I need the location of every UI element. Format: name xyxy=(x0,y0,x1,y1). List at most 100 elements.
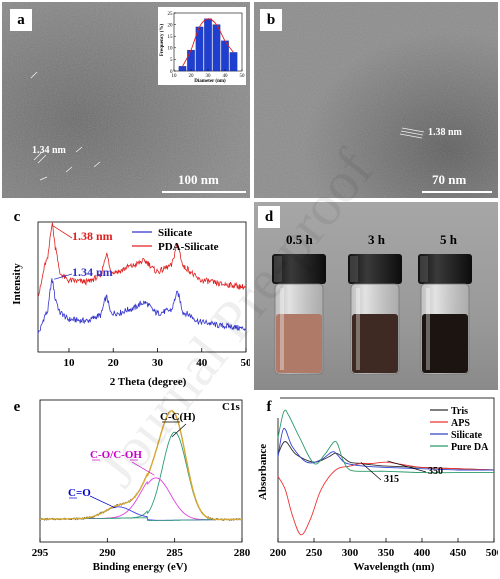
histogram-bar xyxy=(212,24,221,72)
cap-highlight xyxy=(350,256,358,282)
peak-annotation: 1.34 nm xyxy=(72,265,113,279)
inset-x-tick-label: 50 xyxy=(240,74,246,79)
peak-annotation: 315 xyxy=(384,474,399,485)
lattice-spacing-label: 1.38 nm xyxy=(428,127,462,138)
panel-a-tem-image: a 1.34 nm 100 nm Frequency (%) Diameter … xyxy=(2,2,250,198)
x-tick-label: 500 xyxy=(486,547,498,559)
uvvis-series-line xyxy=(277,461,495,536)
x-tick-label: 20 xyxy=(108,357,120,369)
glass-reflection xyxy=(280,288,284,370)
annotation-arrow xyxy=(171,423,187,438)
annotation-arrow xyxy=(131,461,155,476)
legend-entry: PDA-Silicate xyxy=(158,241,219,253)
panel-e-xps-chart: Binding energy (eV) C1s 295 290 285 280 C-C(… xyxy=(2,392,251,574)
tem-texture-b xyxy=(254,2,498,198)
y-axis-label: Absorbance xyxy=(257,444,269,500)
y-axis-label: Intensity xyxy=(11,263,23,305)
uvvis-series-line xyxy=(277,428,495,471)
vial-liquid xyxy=(352,314,398,373)
histogram-bar xyxy=(187,49,195,72)
x-tick-label: 40 xyxy=(196,357,208,369)
inset-y-tick-label: 20 xyxy=(168,23,174,28)
scale-bar xyxy=(422,191,492,193)
panel-f-uvvis-chart: Absorbance Wavelength (nm) 200 250 300 350 4… xyxy=(254,392,500,574)
chart-title: C1s xyxy=(222,401,240,413)
histogram-bar xyxy=(178,66,187,72)
vial xyxy=(272,254,326,375)
vial-cap xyxy=(418,254,472,284)
peak-annotation: 350 xyxy=(428,466,443,477)
vials-photo-svg xyxy=(254,202,498,390)
panel-label: c xyxy=(6,206,28,228)
x-tick-label: 295 xyxy=(32,547,49,559)
inset-y-tick-label: 25 xyxy=(168,12,174,17)
legend-entry: APS xyxy=(451,418,470,429)
lattice-spacing-label: 1.34 nm xyxy=(32,145,66,156)
x-tick-label: 450 xyxy=(450,547,467,559)
panel-label: b xyxy=(260,9,282,31)
panel-b-tem-image: b 1.38 nm 70 nm xyxy=(254,2,498,198)
scale-bar-label: 70 nm xyxy=(432,172,467,187)
inset-y-tick-label: 0 xyxy=(170,70,173,75)
x-tick-label: 50 xyxy=(241,357,251,369)
inset-y-tick-label: 5 xyxy=(170,58,173,63)
vial-liquid xyxy=(422,314,468,373)
x-tick-label: 30 xyxy=(152,357,164,369)
diameter-histogram-inset: Frequency (%) Diameter (nm) 10 20 30 40 50 0 5… xyxy=(158,7,246,85)
annotation-arrow xyxy=(387,460,427,473)
inset-x-axis-label: Diameter (nm) xyxy=(194,79,226,84)
vial-cap xyxy=(348,254,402,284)
plot-frame xyxy=(37,221,247,353)
x-tick-label: 400 xyxy=(414,547,431,559)
time-label-1: 0.5 h xyxy=(286,232,313,247)
fit-component-curve xyxy=(40,431,242,520)
cap-highlight xyxy=(274,256,282,282)
legend-entry: Silicate xyxy=(451,430,483,441)
vial xyxy=(348,254,402,375)
annotation-arrow xyxy=(360,461,382,481)
inset-x-tick-label: 20 xyxy=(189,74,195,79)
panel-label: e xyxy=(6,396,28,418)
distribution-fit-curve xyxy=(182,18,234,67)
inset-y-tick-label: 15 xyxy=(168,35,174,40)
time-label-3: 5 h xyxy=(440,232,457,247)
x-tick-label: 285 xyxy=(166,547,183,559)
inset-x-tick-label: 40 xyxy=(223,74,229,79)
inset-y-axis-label: Frequency (%) xyxy=(160,24,165,57)
glass-reflection xyxy=(356,288,360,370)
x-tick-label: 10 xyxy=(63,357,75,369)
inset-y-tick-label: 10 xyxy=(168,47,174,52)
panel-label: a xyxy=(10,9,32,31)
xps-chart-svg: Binding energy (eV) C1s 295 290 285 280 C-C(… xyxy=(32,399,251,573)
legend-entry: Pure DA xyxy=(451,442,489,453)
vial-liquid xyxy=(276,314,322,373)
x-tick-label: 350 xyxy=(378,547,395,559)
legend-entry: Silicate xyxy=(158,227,192,239)
x-tick-label: 250 xyxy=(306,547,323,559)
vial-cap xyxy=(272,254,326,284)
panel-label: d xyxy=(258,206,280,228)
x-axis-label: 2 Theta (degree) xyxy=(110,376,187,388)
inset-x-tick-label: 10 xyxy=(172,74,178,79)
annotation-arrow xyxy=(52,225,73,239)
xrd-series-line xyxy=(37,222,247,297)
vial xyxy=(418,254,472,375)
glass-reflection xyxy=(426,288,430,370)
x-axis-label: Binding energy (eV) xyxy=(93,561,188,573)
time-label-2: 3 h xyxy=(368,232,385,247)
panel-label: f xyxy=(258,396,280,418)
scale-bar xyxy=(162,191,246,193)
uvvis-series-line xyxy=(277,409,494,474)
experimental-spectrum xyxy=(40,410,243,521)
histogram-svg: Frequency (%) Diameter (nm) 10 20 30 40 50 0 5… xyxy=(160,12,246,84)
x-tick-label: 280 xyxy=(234,547,250,559)
peak-annotation: C=O xyxy=(68,487,91,499)
x-tick-label: 300 xyxy=(342,547,359,559)
peak-annotation: C-C(H) xyxy=(160,411,196,423)
legend-entry: Tris xyxy=(451,406,468,417)
xrd-series-line xyxy=(37,278,247,335)
xrd-chart-svg: Intensity 2 Theta (degree) 10 20 30 40 50 Sil… xyxy=(11,221,252,388)
plot-frame xyxy=(39,399,243,543)
peak-annotation: 1.38 nm xyxy=(72,229,113,243)
histogram-bar xyxy=(229,52,238,72)
